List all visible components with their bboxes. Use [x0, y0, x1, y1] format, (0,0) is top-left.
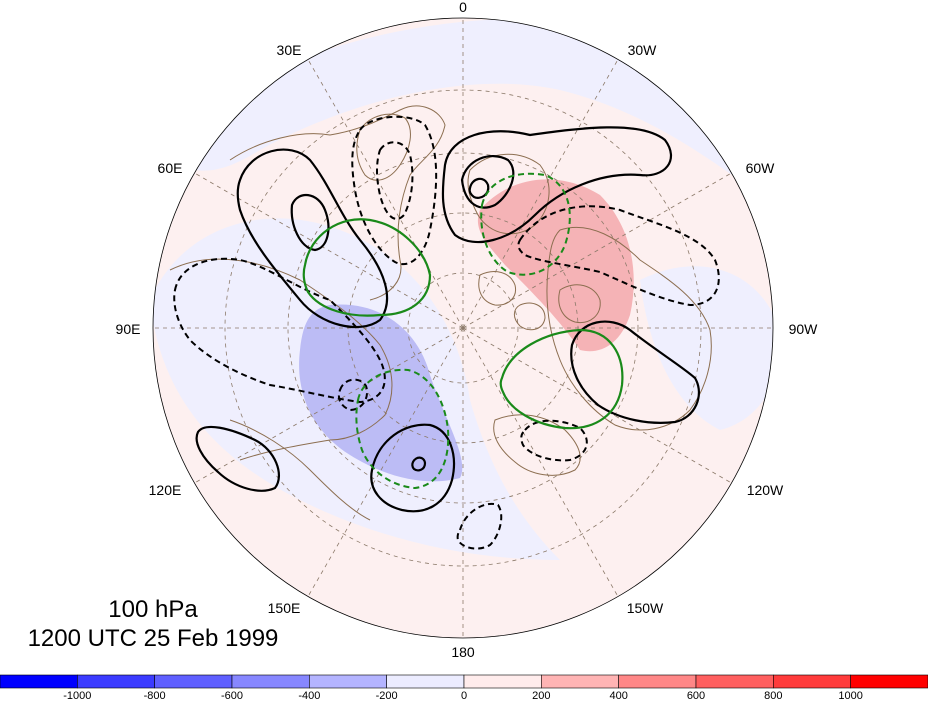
lon-label-120e: 120E — [149, 482, 182, 498]
contour-dashed-siberia — [173, 257, 386, 404]
colorbar-segment — [618, 674, 697, 689]
colorbar-segment — [850, 674, 928, 689]
colorbar-tick-label: -1000 — [63, 690, 91, 702]
lon-label-180: 180 — [451, 644, 475, 660]
lon-label-150e: 150E — [268, 600, 301, 616]
contour-solid-atlantic-inner — [460, 155, 515, 209]
negative-weak-region-east — [640, 266, 773, 430]
colorbar-tick-label: 600 — [687, 690, 705, 702]
coastlines — [169, 105, 712, 521]
negative-weak-region-north — [160, 18, 773, 210]
coast-hudson — [558, 284, 601, 324]
lat-circle-80 — [407, 272, 519, 384]
grid-line-120e — [194, 327, 464, 484]
valid-time-label: 1200 UTC 25 Feb 1999 — [28, 625, 279, 652]
green-dashed-atlantic — [480, 172, 571, 276]
green-dashed-contours — [355, 172, 571, 490]
coast-scandinavia — [356, 113, 411, 181]
lat-circle-70 — [347, 212, 579, 444]
colorbar-segment — [541, 674, 619, 689]
green-contours — [302, 218, 624, 430]
colorbar-segment — [77, 674, 155, 689]
contour-dashed-scandinavia-inner — [376, 141, 414, 220]
colorbar-segment — [231, 674, 310, 689]
colorbar-segment — [695, 674, 774, 689]
colorbar-tick-label: 400 — [609, 690, 627, 702]
pressure-level-label: 100 hPa — [108, 596, 198, 623]
lon-label-60w: 60W — [746, 160, 776, 176]
grid-line-150e — [307, 327, 464, 597]
contour-dashed-canada — [517, 205, 720, 307]
grid-line-150w — [462, 327, 619, 597]
lon-label-90w: 90W — [789, 321, 819, 337]
grid-line-30w — [462, 59, 619, 329]
lon-label-0: 0 — [459, 0, 467, 15]
latitude-grid — [224, 89, 702, 567]
black-contours — [195, 126, 700, 513]
colorbar-segment — [154, 674, 233, 689]
green-dashed-pacific — [355, 368, 450, 490]
lon-label-60e: 60E — [158, 160, 183, 176]
coast-alaska — [493, 414, 581, 476]
lon-label-90e: 90E — [116, 321, 141, 337]
contour-solid-europe-inner — [290, 194, 330, 252]
colorbar-segment — [773, 674, 851, 689]
map-boundary — [152, 17, 774, 639]
colorbar-segment — [0, 674, 78, 689]
colorbar-segment — [386, 674, 465, 689]
lon-label-30e: 30E — [277, 42, 302, 58]
colorbar-tick-label: -400 — [298, 690, 320, 702]
contour-solid-asia — [195, 425, 280, 492]
contour-solid-america — [570, 320, 700, 424]
contour-solid-atlantic-core — [468, 177, 490, 199]
colorbar-segment — [463, 674, 542, 689]
colorbar-tick-label: -800 — [144, 690, 166, 702]
contour-solid-europe — [236, 148, 389, 329]
coast-arctic-islands — [478, 271, 546, 331]
colorbar-tick-label: -200 — [376, 690, 398, 702]
colorbar-tick-label: 200 — [532, 690, 550, 702]
colorbar: -1000 -800 -600 -400 -200 0 200 400 600 800 1000 — [0, 674, 928, 702]
coast-europe — [229, 105, 446, 301]
contour-dashed-alaska — [520, 419, 588, 462]
coast-north-america — [546, 226, 712, 431]
colorbar-tick-label: 1000 — [838, 690, 862, 702]
positive-anomaly-region — [477, 179, 634, 352]
colorbar-segment — [309, 674, 387, 689]
colorbar-tick-label: 800 — [764, 690, 782, 702]
contour-solid-pacific — [370, 423, 456, 513]
coast-east-asia — [229, 419, 371, 521]
anomaly-field — [153, 18, 773, 638]
lon-label-30w: 30W — [628, 42, 658, 58]
contour-dashed-pacific-south — [456, 502, 503, 550]
contour-solid-atlantic — [441, 126, 672, 244]
colorbar-tick-label: -600 — [221, 690, 243, 702]
lat-circle-60 — [287, 152, 639, 504]
green-solid-europe — [302, 218, 432, 317]
coast-siberia — [169, 258, 393, 461]
colorbar-tick-label: 0 — [461, 690, 467, 702]
lat-circle-50 — [224, 89, 702, 567]
contour-solid-pacific-core — [411, 456, 427, 472]
grid-line-30e — [307, 59, 464, 329]
lon-label-150w: 150W — [627, 600, 664, 616]
longitude-labels: 0 30W 60W 90W 120W 150W 180 150E 120E 90… — [116, 0, 819, 660]
green-solid-america — [499, 328, 624, 430]
lon-label-120w: 120W — [747, 482, 784, 498]
